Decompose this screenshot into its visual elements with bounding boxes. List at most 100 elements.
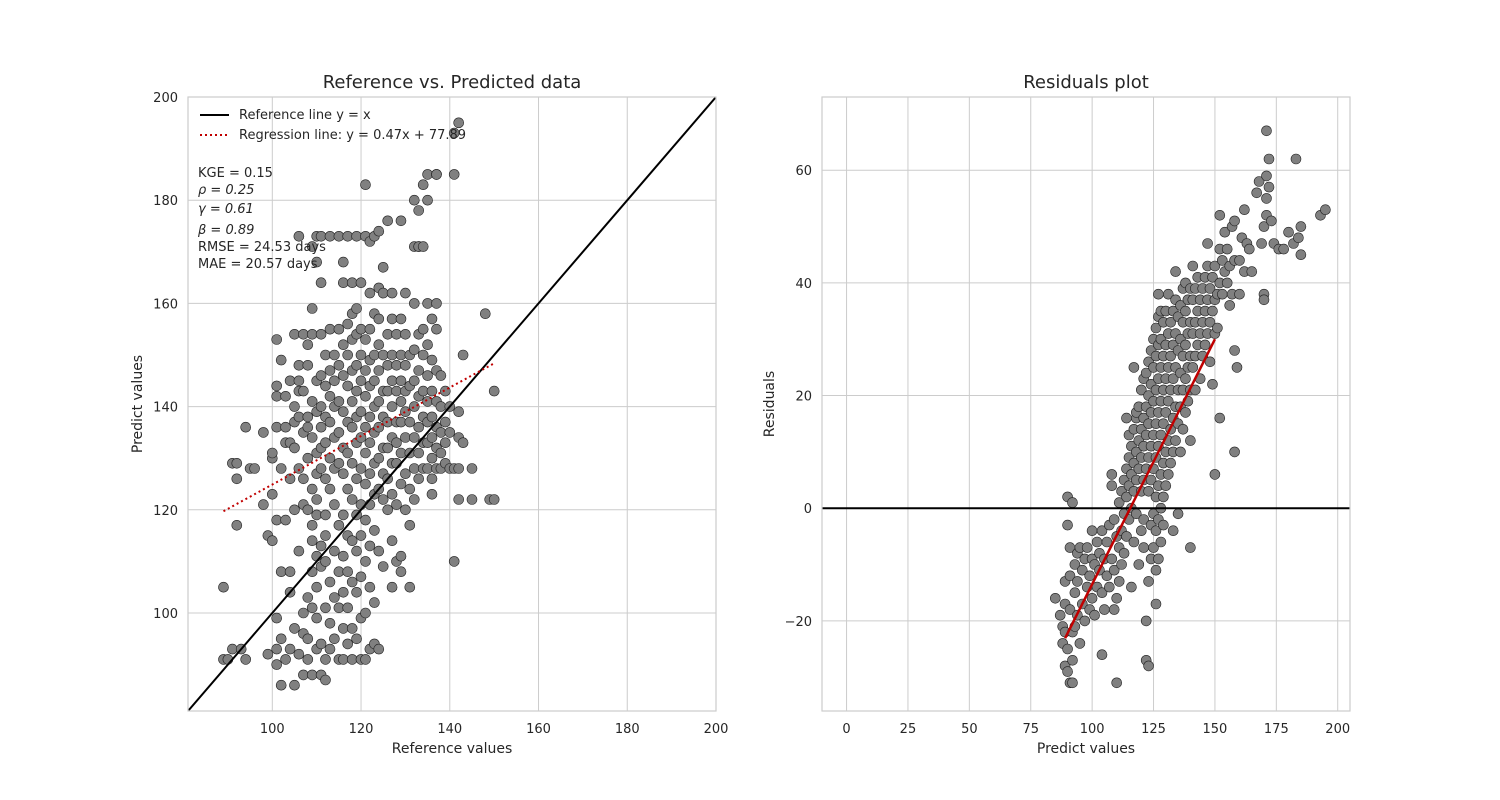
data-point (1081, 542, 1093, 553)
data-point (1175, 446, 1186, 458)
data-point (275, 633, 287, 645)
data-point (1202, 238, 1213, 249)
data-point (275, 566, 287, 578)
data-point (382, 442, 394, 454)
data-point (293, 375, 305, 387)
y-ticks-right: −20 0 20 40 60 (785, 164, 812, 630)
data-point (1067, 497, 1078, 508)
data-point (306, 328, 318, 340)
data-point (275, 354, 287, 366)
data-point (306, 602, 318, 614)
data-point (1217, 255, 1228, 266)
data-point (271, 334, 283, 345)
data-point (320, 654, 331, 665)
data-point (400, 468, 411, 480)
data-point (448, 556, 460, 567)
data-point (360, 179, 371, 190)
data-point (1148, 542, 1159, 553)
data-point (395, 478, 407, 490)
data-point (298, 669, 309, 681)
data-point (426, 313, 438, 325)
x-tick-label: 200 (1325, 722, 1350, 737)
data-point (417, 349, 429, 361)
data-point (337, 586, 349, 598)
x-axis-label-left: Reference values (392, 741, 512, 757)
data-point (1136, 525, 1147, 537)
data-point (280, 514, 291, 526)
data-point (271, 659, 283, 670)
data-point (302, 452, 314, 464)
data-point (1143, 576, 1154, 587)
y-ticks-left: 100 120 140 160 180 200 (153, 91, 178, 622)
data-point (431, 169, 442, 180)
data-point (342, 318, 354, 330)
data-point (1177, 423, 1189, 435)
data-point (391, 437, 402, 449)
data-point (1187, 362, 1199, 373)
data-point (337, 256, 349, 268)
data-point (417, 323, 429, 335)
data-point (315, 328, 327, 340)
data-point (369, 597, 380, 608)
data-point (1204, 283, 1216, 294)
data-point (1219, 226, 1231, 238)
data-point (1158, 491, 1169, 503)
axes-frame-right (821, 96, 1351, 712)
data-point (320, 473, 331, 485)
regression-line (1064, 338, 1217, 639)
data-point (453, 494, 465, 505)
metric-gamma: γ = 0.61 (198, 202, 254, 217)
data-point (1138, 514, 1149, 525)
data-point (1266, 215, 1277, 227)
data-point (457, 349, 469, 361)
x-tick-label: 50 (961, 722, 978, 737)
x-tick-label: 150 (1203, 722, 1228, 737)
data-point (1121, 412, 1132, 424)
data-point (271, 390, 283, 402)
data-point (249, 463, 260, 474)
data-point (373, 452, 385, 464)
data-point (258, 499, 269, 510)
data-point (426, 452, 438, 464)
data-point (1165, 316, 1176, 328)
data-point (1163, 395, 1174, 407)
data-point (1295, 221, 1307, 232)
data-point (337, 468, 349, 480)
data-point (1118, 547, 1130, 559)
data-point (466, 463, 478, 474)
data-point (337, 406, 349, 418)
regression-line (223, 362, 495, 513)
data-point (360, 556, 371, 567)
data-point (302, 339, 314, 351)
data-point (1064, 570, 1076, 582)
data-point (306, 669, 318, 681)
data-point (1170, 435, 1181, 446)
data-point (1133, 559, 1145, 570)
data-point (1158, 519, 1169, 531)
data-point (293, 231, 305, 242)
data-point (1172, 508, 1184, 520)
legend: Reference line y = x Regression line: y … (200, 108, 466, 143)
panel-residuals: 0 25 50 75 100 125 150 175 200 −20 0 20 40 60 Residu… (762, 72, 1351, 757)
data-point (435, 401, 447, 412)
data-point (1079, 615, 1091, 627)
data-point (1217, 288, 1228, 300)
data-point (315, 463, 327, 474)
data-point (408, 401, 420, 412)
data-point (320, 349, 331, 361)
data-point (289, 679, 300, 691)
data-point (320, 509, 331, 521)
data-point (1187, 260, 1199, 272)
data-point (284, 566, 296, 578)
metric-kge: KGE = 0.15 (198, 166, 273, 181)
reference-line (188, 97, 716, 711)
data-point (1096, 587, 1108, 599)
data-point (404, 519, 416, 531)
data-point (342, 602, 354, 614)
data-point (346, 623, 358, 634)
data-point (395, 215, 407, 227)
data-point (302, 411, 314, 423)
data-point (466, 494, 478, 505)
data-point (289, 401, 300, 412)
data-point (400, 328, 411, 340)
